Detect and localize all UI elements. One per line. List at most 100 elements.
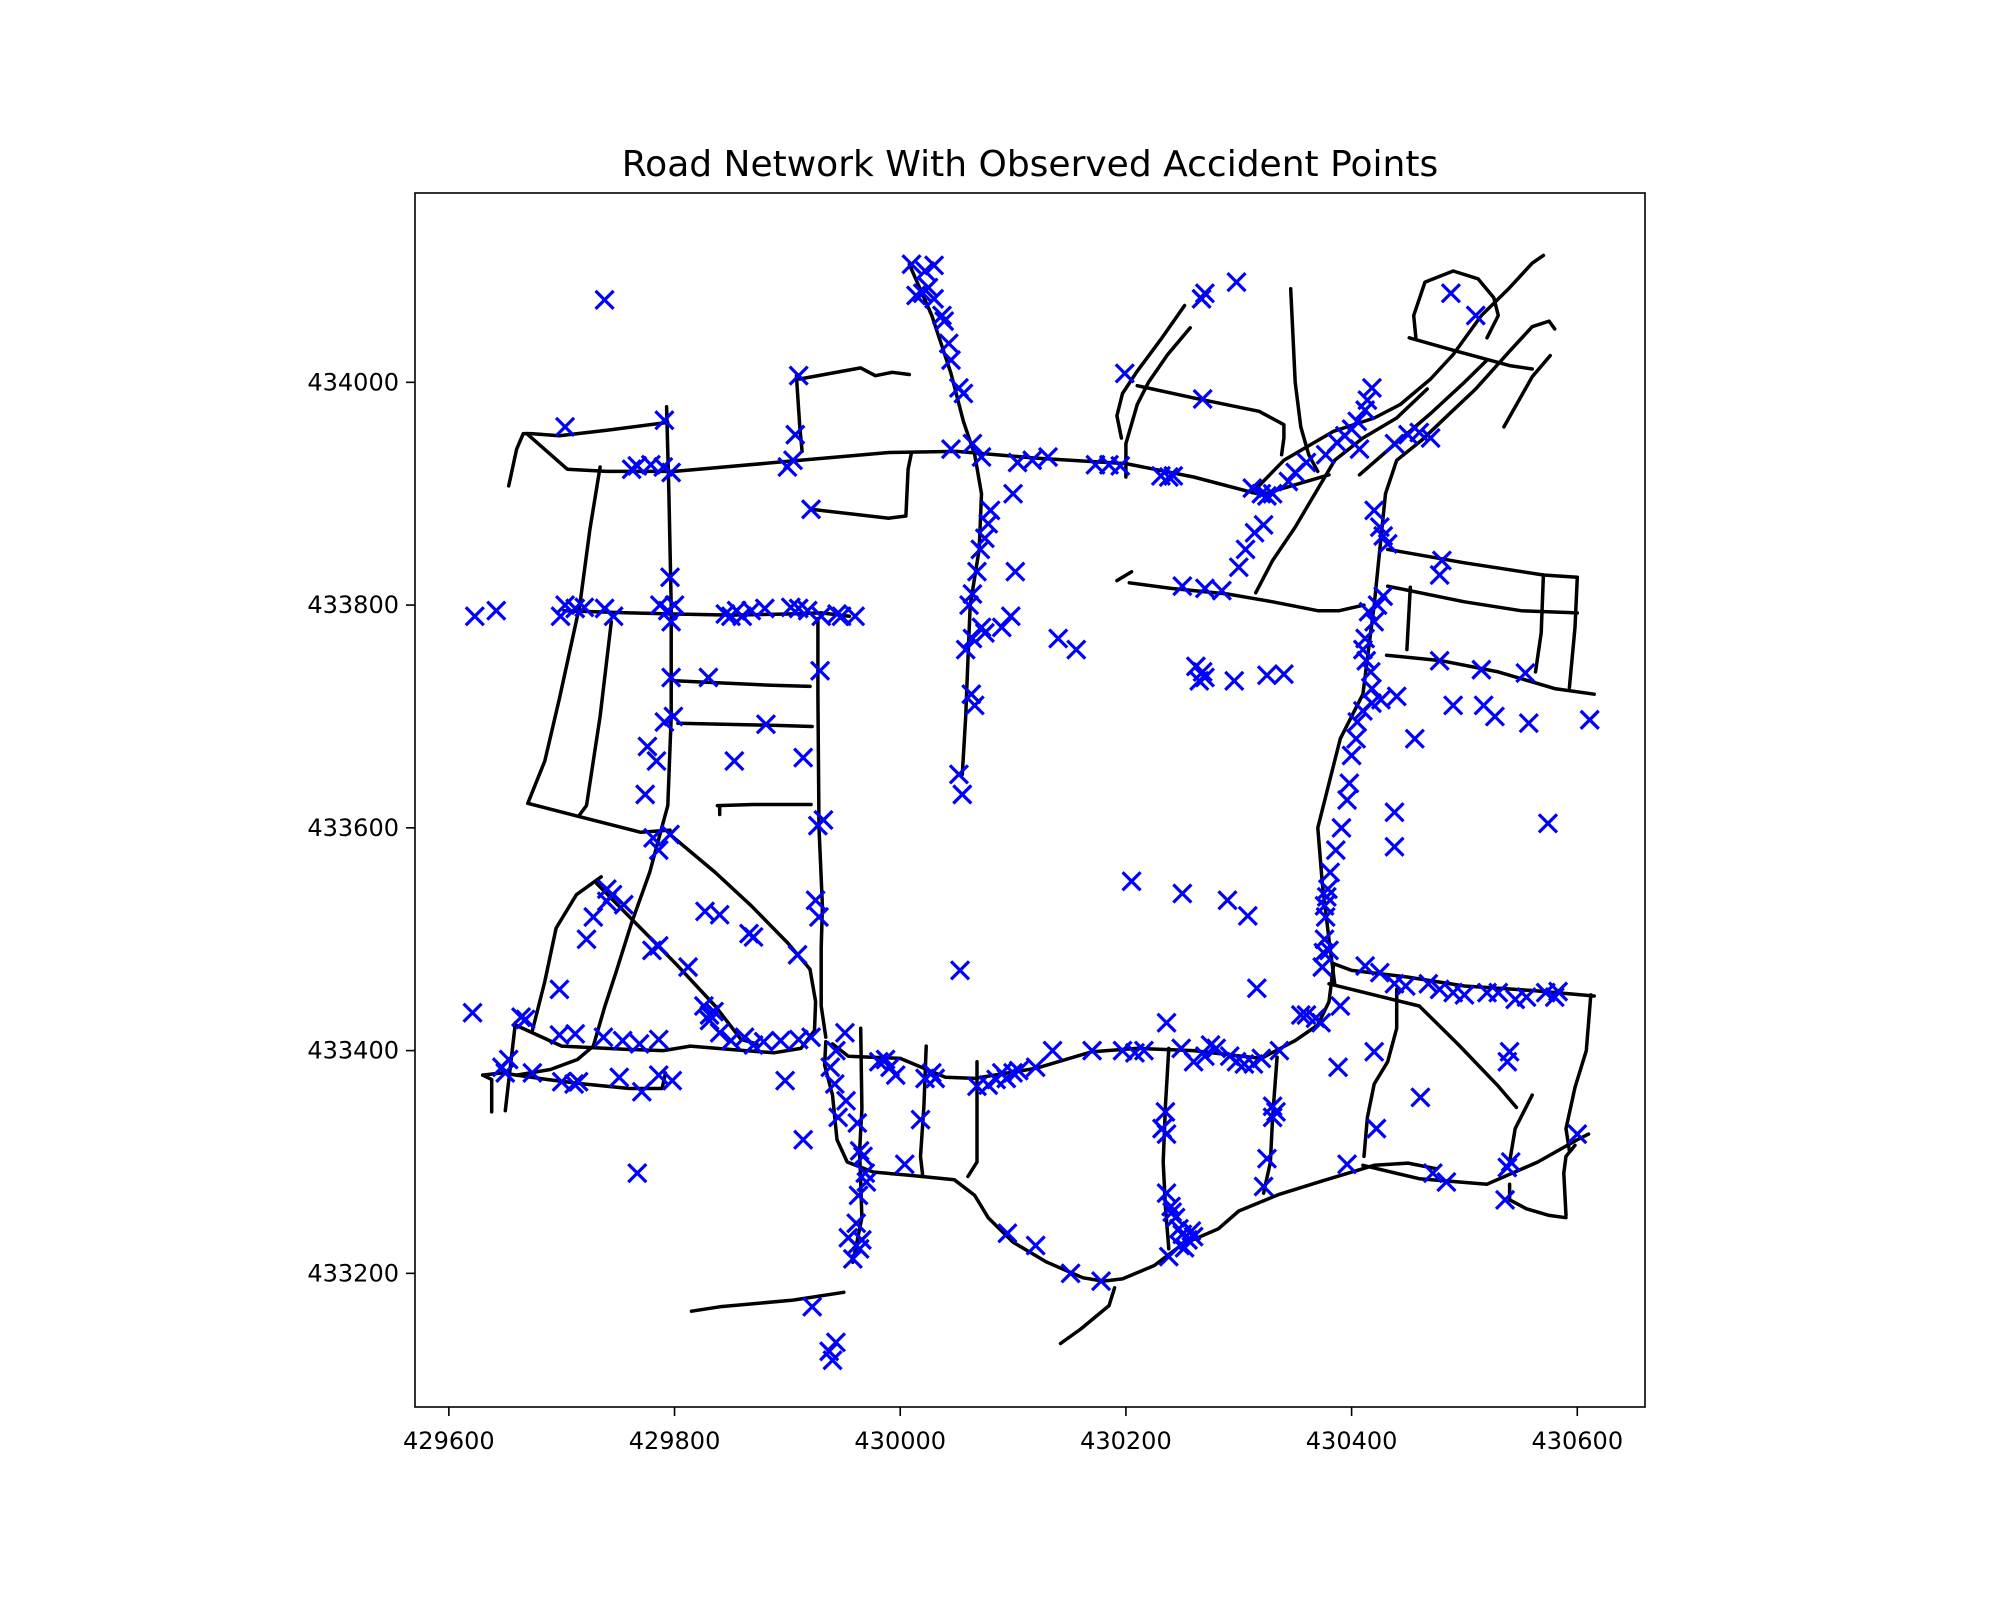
accident-point	[1315, 906, 1336, 928]
accident-point	[1172, 883, 1193, 904]
accident-point	[1364, 500, 1385, 521]
road-segment	[1562, 1143, 1577, 1218]
accident-point	[948, 764, 970, 785]
accident-point	[938, 333, 959, 354]
accident-point	[1156, 1183, 1177, 1204]
road-segment	[526, 465, 602, 806]
accident-point	[646, 750, 667, 772]
accident-point	[1443, 982, 1464, 1003]
accident-point	[1349, 439, 1370, 460]
accident-point	[568, 1071, 589, 1092]
accident-point	[498, 1049, 519, 1070]
accident-point	[1237, 905, 1258, 926]
road-segment	[1288, 287, 1320, 474]
road-segment	[1405, 585, 1413, 652]
accident-point	[1429, 564, 1450, 586]
accident-point	[1361, 377, 1383, 399]
accident-point	[1488, 982, 1509, 1003]
accident-point	[997, 1223, 1018, 1244]
accident-point	[1189, 670, 1210, 691]
accident-point	[648, 1029, 669, 1050]
accident-point	[1256, 665, 1278, 686]
road-segment	[1564, 993, 1593, 1153]
accident-point	[603, 606, 624, 627]
accident-point	[621, 459, 642, 480]
accident-point	[1377, 533, 1398, 554]
accident-point	[1422, 1162, 1443, 1184]
accident-point	[1211, 580, 1232, 601]
accident-point	[549, 1024, 570, 1046]
accident-point	[755, 714, 777, 735]
accident-point	[1336, 789, 1358, 811]
accident-point	[824, 1073, 845, 1095]
y-tick-label: 433600	[307, 814, 399, 842]
accident-point	[910, 1109, 931, 1130]
accident-point	[931, 305, 953, 326]
accident-point	[720, 1030, 742, 1051]
accident-point	[664, 594, 685, 616]
road-segment	[1127, 581, 1366, 613]
y-tick-label: 433800	[307, 591, 399, 619]
accident-point	[971, 446, 992, 468]
accident-point	[1443, 695, 1464, 716]
accident-point	[905, 285, 927, 306]
accident-point	[1347, 411, 1368, 432]
accident-point	[1317, 878, 1339, 900]
road-segment	[1327, 982, 1519, 1110]
accident-point	[1345, 728, 1367, 749]
road-segment	[672, 679, 812, 689]
accident-point	[1156, 1123, 1177, 1145]
accident-point	[515, 1009, 536, 1030]
accident-point	[1360, 661, 1381, 683]
accident-point	[648, 935, 669, 957]
accident-point	[1484, 706, 1506, 727]
accident-point	[1022, 450, 1043, 471]
accident-point	[1025, 1057, 1046, 1078]
accident-point	[1352, 639, 1374, 660]
road-segment	[1115, 303, 1187, 440]
accident-point	[955, 639, 976, 660]
accident-point	[753, 1031, 774, 1052]
accident-point	[1420, 427, 1441, 449]
road-segment	[1567, 575, 1580, 690]
accident-point	[1253, 1176, 1274, 1197]
accident-point	[1273, 664, 1295, 685]
accident-point	[1228, 557, 1249, 578]
accident-point	[793, 1129, 814, 1150]
accident-point	[1160, 1196, 1182, 1217]
accident-point	[1081, 1040, 1103, 1061]
road-segment	[1316, 319, 1557, 986]
accident-point	[1224, 670, 1245, 691]
accident-point	[648, 839, 669, 861]
accident-point	[1436, 1171, 1457, 1193]
accident-point	[1318, 940, 1340, 961]
accident-point	[847, 1112, 868, 1134]
accident-point	[1005, 561, 1026, 582]
accident-point	[1217, 890, 1238, 911]
accident-point	[1357, 390, 1378, 411]
accident-point	[1471, 659, 1492, 680]
accident-point	[974, 622, 995, 644]
accident-point	[1497, 1051, 1518, 1072]
accident-point	[1251, 1048, 1272, 1069]
accident-point	[914, 260, 936, 282]
accident-point	[780, 597, 801, 618]
accident-point	[842, 1248, 863, 1270]
accident-point	[703, 1001, 725, 1022]
x-tick-label: 430200	[1080, 1427, 1172, 1455]
road-segment	[715, 802, 813, 808]
accident-point	[594, 289, 615, 311]
accident-point	[1256, 485, 1278, 507]
accident-point	[940, 439, 962, 460]
accident-point	[677, 956, 699, 978]
accident-point	[800, 499, 822, 520]
accident-point	[1341, 745, 1362, 766]
accident-point	[822, 1350, 843, 1371]
x-tick-label: 429800	[629, 1427, 721, 1455]
accident-point	[777, 456, 798, 478]
road-segment	[526, 801, 672, 835]
accident-point	[1194, 1046, 1216, 1067]
accident-point	[1331, 817, 1352, 838]
accident-point	[694, 901, 716, 922]
road-segment	[1135, 383, 1286, 457]
